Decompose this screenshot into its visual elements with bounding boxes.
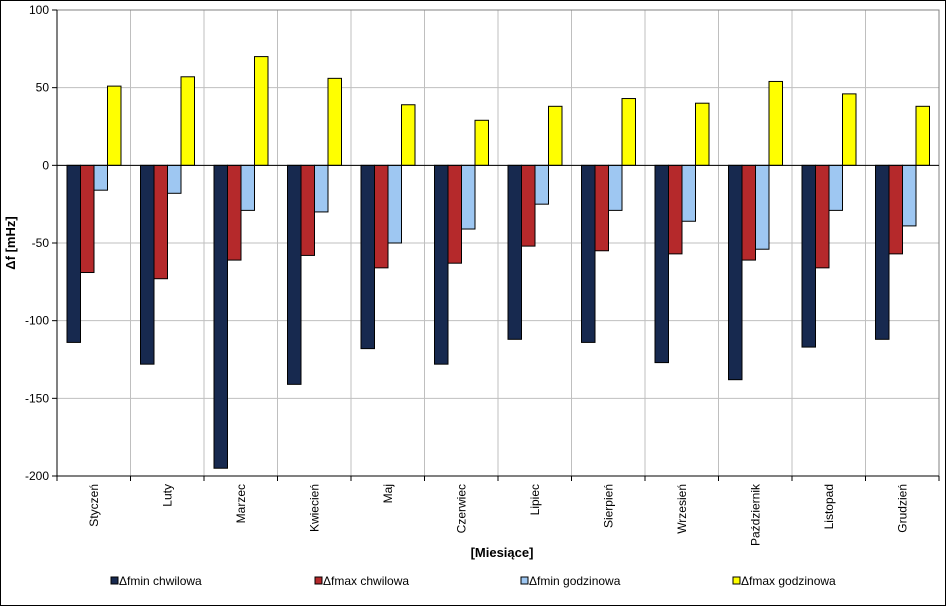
bar [140,164,155,365]
x-tick-label: Październik [748,483,762,546]
bar [461,164,476,230]
legend-swatch [520,576,529,585]
legend-swatch [732,576,741,585]
y-tick-label: -150 [25,391,49,405]
bar [801,164,816,348]
x-tick-label: Maj [381,484,395,503]
bar [621,98,636,166]
bar [594,164,609,252]
bar [327,77,342,166]
x-tick-label: Luty [160,484,174,507]
bar [401,104,416,166]
legend: Δfmin chwilowa Δfmax chwilowa Δfmin godzin… [110,574,836,588]
bar [254,56,269,166]
legend-label: Δfmax chwilowa [323,574,409,588]
bar [167,164,182,194]
bar [828,164,843,211]
x-tick-label: Kwiecień [307,484,321,532]
y-tick-label: 0 [42,158,49,172]
bar [360,164,375,350]
bar [213,164,228,469]
bar [915,105,930,166]
bar [768,80,783,166]
legend-swatch [314,576,323,585]
y-tick-label: 50 [36,81,50,95]
bar [300,164,315,256]
bar [668,164,683,255]
legend-label: Δfmax godzinowa [741,574,836,588]
bar [888,164,903,255]
x-tick-label: Marzec [234,484,248,523]
bar [902,164,917,227]
bar [741,164,756,261]
bar [80,164,95,274]
x-tick-label: Grudzień [895,484,909,533]
bar [180,76,195,166]
bar [153,164,168,280]
bar [387,164,402,244]
bar [474,119,489,166]
bar [314,164,329,213]
bar [608,164,623,211]
bar [842,93,857,166]
bar [534,164,549,205]
bar [681,164,696,222]
bar [521,164,536,247]
x-tick-label: Wrzesień [675,484,689,534]
bar [654,164,669,364]
bar [755,164,770,250]
bar [695,102,710,166]
y-tick-label: -200 [25,469,49,483]
bar [93,164,108,191]
x-tick-label: Sierpień [601,484,615,528]
bar [447,164,462,264]
x-tick-label: Czerwiec [454,484,468,533]
y-tick-label: -50 [32,236,50,250]
y-tick-label: -100 [25,314,49,328]
bar [66,164,81,343]
y-tick-label: 100 [29,3,49,17]
bar [548,105,563,166]
bar [287,164,302,385]
bar [728,164,743,381]
bar [227,164,242,261]
x-axis-title: [Miesiące] [471,545,534,560]
y-axis-title: Δf [mHz] [3,216,18,269]
bar [507,164,522,340]
legend-swatch [110,576,119,585]
bar [581,164,596,343]
x-tick-label: Lipiec [528,484,542,515]
legend-label: Δfmin godzinowa [529,574,621,588]
bars [66,56,930,469]
x-tick-label: Styczeń [87,484,101,527]
bar [815,164,830,269]
bar [240,164,255,211]
x-tick-label: Listopad [822,484,836,529]
bar [374,164,389,269]
axes: 100 50 0 -50 -100 -150 -200 Styczeń Luty Marzec Kw… [25,3,940,546]
bar [107,85,122,166]
bar [875,164,890,340]
legend-label: Δfmin chwilowa [119,574,202,588]
bar [434,164,449,365]
